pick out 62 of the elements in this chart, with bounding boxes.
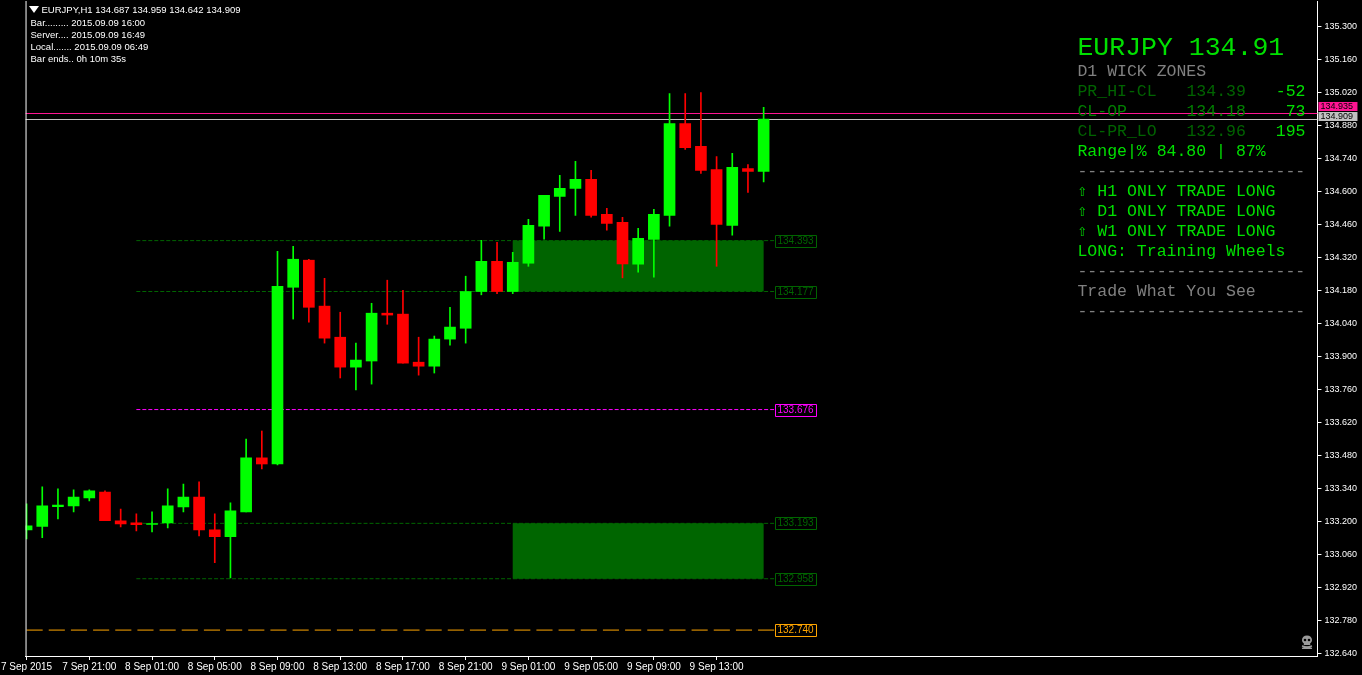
y-tick-label: 133.060 — [1324, 549, 1358, 560]
y-tick-label: 132.920 — [1324, 582, 1358, 593]
annotation: Bar ends.. 0h 10m 35s — [30, 52, 127, 65]
annotation: -52 — [1275, 81, 1306, 102]
x-tick-label: 9 Sep 13:00 — [689, 660, 744, 672]
data-label: 133.193 — [777, 517, 815, 529]
x-tick-label: 8 Sep 21:00 — [438, 660, 494, 672]
annotation: ----------------------- — [1077, 301, 1306, 322]
x-tick-label: 9 Sep 01:00 — [501, 660, 556, 672]
annotation: LONG: Training Wheels — [1077, 241, 1286, 262]
annotation: ⇧ D1 ONLY TRADE LONG — [1077, 201, 1276, 222]
y-tick-label: 135.300 — [1324, 21, 1358, 32]
y-tick-label: 132.780 — [1324, 615, 1358, 626]
y-tick-label: 134.180 — [1324, 285, 1358, 296]
annotation: Range|% 84.80 | 87% — [1077, 141, 1266, 162]
y-tick-label: 133.900 — [1324, 351, 1358, 362]
annotation: ⇧ W1 ONLY TRADE LONG — [1077, 221, 1276, 242]
annotation: Local....... 2015.09.09 06:49 — [30, 40, 149, 53]
y-tick-label: 134.740 — [1324, 153, 1358, 164]
annotation: 132.96 — [1186, 121, 1246, 142]
annotation: PR_HI-CL — [1077, 81, 1157, 102]
annotation: Bar......... 2015.09.09 16:00 — [30, 16, 146, 29]
ref-line-label: 134.935 — [1320, 101, 1354, 112]
data-label: 134.393 — [777, 235, 815, 247]
y-tick-label: 134.460 — [1324, 219, 1358, 230]
y-tick-label: 134.600 — [1324, 186, 1358, 197]
y-tick-label: 135.020 — [1324, 87, 1358, 98]
x-tick-label: 8 Sep 01:00 — [125, 660, 180, 672]
y-tick-label: 134.040 — [1324, 318, 1358, 329]
annotation: Trade What You See — [1077, 281, 1256, 302]
chart-title: EURJPY,H1 134.687 134.959 134.642 134.909 — [41, 3, 241, 16]
y-tick-label: 133.200 — [1324, 516, 1358, 527]
x-tick-label: 8 Sep 13:00 — [313, 660, 368, 672]
y-tick-label: 133.620 — [1324, 417, 1358, 428]
x-tick-label: 9 Sep 09:00 — [626, 660, 682, 672]
y-tick-label: 134.320 — [1324, 252, 1358, 263]
annotation: 195 — [1275, 121, 1306, 142]
y-tick-label: 135.160 — [1324, 54, 1358, 65]
x-tick-label: 9 Sep 05:00 — [564, 660, 619, 672]
ref-line-label: 134.909 — [1320, 111, 1354, 122]
annotation: 134.39 — [1186, 81, 1246, 102]
annotation: Server.... 2015.09.09 16:49 — [30, 28, 146, 41]
y-tick-label: 132.640 — [1324, 648, 1358, 659]
x-tick-label: 8 Sep 17:00 — [375, 660, 431, 672]
annotation: EURJPY 134.91 — [1077, 32, 1285, 64]
data-label: 132.740 — [777, 624, 815, 636]
y-tick-label: 134.880 — [1324, 120, 1358, 131]
x-tick-label: 8 Sep 09:00 — [250, 660, 305, 672]
annotation: ⇧ H1 ONLY TRADE LONG — [1077, 181, 1276, 202]
x-tick-label: 7 Sep 2015 — [0, 660, 53, 672]
annotation: ----------------------- — [1077, 161, 1306, 182]
x-tick-label: 7 Sep 21:00 — [62, 660, 117, 672]
y-tick-label: 133.340 — [1324, 483, 1358, 494]
annotation: ----------------------- — [1077, 261, 1306, 282]
y-tick-label: 133.760 — [1324, 384, 1358, 395]
annotation: D1 WICK ZONES — [1077, 61, 1207, 82]
data-label: 133.676 — [777, 404, 815, 416]
data-label: 134.177 — [777, 286, 815, 298]
annotation: CL-PR_LO — [1077, 121, 1157, 142]
x-tick-label: 8 Sep 05:00 — [187, 660, 243, 672]
data-label: 132.958 — [777, 573, 815, 585]
y-tick-label: 133.480 — [1324, 450, 1358, 461]
